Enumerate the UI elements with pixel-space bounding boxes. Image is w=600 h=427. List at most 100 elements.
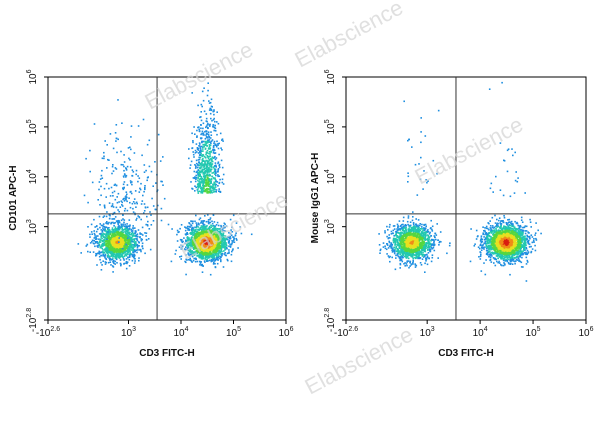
event-dot xyxy=(201,90,204,93)
event-dot xyxy=(382,242,385,244)
event-dot xyxy=(213,241,216,243)
event-dot xyxy=(209,218,211,221)
event-dot xyxy=(220,236,222,239)
event-dot xyxy=(190,260,193,263)
event-dot xyxy=(388,226,391,228)
event-dot xyxy=(217,224,220,227)
event-dot xyxy=(107,248,109,250)
event-dot xyxy=(201,166,203,168)
event-dot xyxy=(184,229,187,232)
event-dot xyxy=(192,243,194,246)
x-tick-label: -102.6 xyxy=(36,326,60,339)
event-dot xyxy=(195,176,198,179)
event-dot xyxy=(127,256,129,259)
event-dot xyxy=(131,244,133,247)
event-dot xyxy=(196,136,198,138)
event-dot xyxy=(104,229,107,231)
event-dot xyxy=(200,171,202,174)
event-dot xyxy=(201,141,203,143)
event-dot xyxy=(113,190,116,193)
event-dot xyxy=(135,231,137,233)
event-dot xyxy=(176,233,178,236)
event-dot xyxy=(422,251,424,254)
event-dot xyxy=(205,238,207,241)
event-dot xyxy=(201,244,203,246)
event-dot xyxy=(203,220,206,222)
event-dot xyxy=(191,245,193,247)
event-dot xyxy=(136,217,138,220)
event-dot xyxy=(95,242,97,244)
event-dot xyxy=(127,229,130,231)
event-dot xyxy=(216,140,218,143)
event-dot xyxy=(198,237,200,240)
event-dot xyxy=(111,218,113,220)
event-dot xyxy=(188,242,191,245)
event-dot xyxy=(96,241,99,243)
event-dot xyxy=(95,237,97,239)
event-dot xyxy=(199,185,202,188)
event-dot xyxy=(141,226,144,229)
event-dot xyxy=(194,234,197,236)
event-dot xyxy=(122,238,124,241)
event-dot xyxy=(127,230,129,233)
event-dot xyxy=(207,231,210,233)
event-dot xyxy=(126,184,129,186)
event-dot xyxy=(219,242,222,245)
event-dot xyxy=(213,250,215,252)
event-dot xyxy=(212,246,214,248)
event-dot xyxy=(187,229,189,231)
event-dot xyxy=(210,255,213,257)
event-dot xyxy=(208,179,211,182)
event-dot xyxy=(412,211,414,213)
event-dot xyxy=(210,182,212,184)
event-dot xyxy=(130,125,133,127)
event-dot xyxy=(118,241,120,243)
event-dot xyxy=(113,247,116,250)
event-dot xyxy=(108,202,111,204)
event-dot xyxy=(223,242,225,245)
event-dot xyxy=(137,215,139,217)
event-dot xyxy=(116,239,118,241)
event-dot xyxy=(123,238,126,241)
event-dot xyxy=(113,253,116,255)
event-dot xyxy=(193,253,196,255)
event-dot xyxy=(116,240,119,243)
event-dot xyxy=(197,243,200,245)
event-dot xyxy=(115,249,118,251)
event-dot xyxy=(203,238,205,240)
event-dot xyxy=(188,250,191,253)
event-dot xyxy=(112,147,115,150)
event-dot xyxy=(106,252,109,255)
event-dot xyxy=(179,238,182,241)
event-dot xyxy=(198,250,200,252)
event-dot xyxy=(128,157,130,160)
event-dot xyxy=(124,235,127,237)
event-dot xyxy=(239,226,241,228)
event-dot xyxy=(126,253,129,255)
event-dot xyxy=(92,251,95,253)
event-dot xyxy=(120,150,122,153)
event-dot xyxy=(85,157,87,160)
event-dot xyxy=(203,229,205,231)
event-dot xyxy=(222,266,225,268)
event-dot xyxy=(226,247,228,250)
event-dot xyxy=(130,148,132,151)
event-dot xyxy=(200,233,203,235)
event-dot xyxy=(221,178,224,181)
event-dot xyxy=(139,232,141,234)
event-dot xyxy=(117,225,120,228)
event-dot xyxy=(83,194,86,197)
event-dot xyxy=(200,191,202,194)
event-dot xyxy=(148,139,151,142)
event-dot xyxy=(192,231,195,234)
event-dot xyxy=(207,127,209,129)
event-dot xyxy=(125,226,128,228)
event-dot xyxy=(199,239,202,242)
event-dot xyxy=(105,251,108,254)
event-dot xyxy=(131,231,134,234)
event-dot xyxy=(213,227,215,229)
event-dot xyxy=(203,250,206,252)
event-dot xyxy=(199,243,202,245)
event-dot xyxy=(209,217,212,219)
event-dot xyxy=(106,236,108,238)
